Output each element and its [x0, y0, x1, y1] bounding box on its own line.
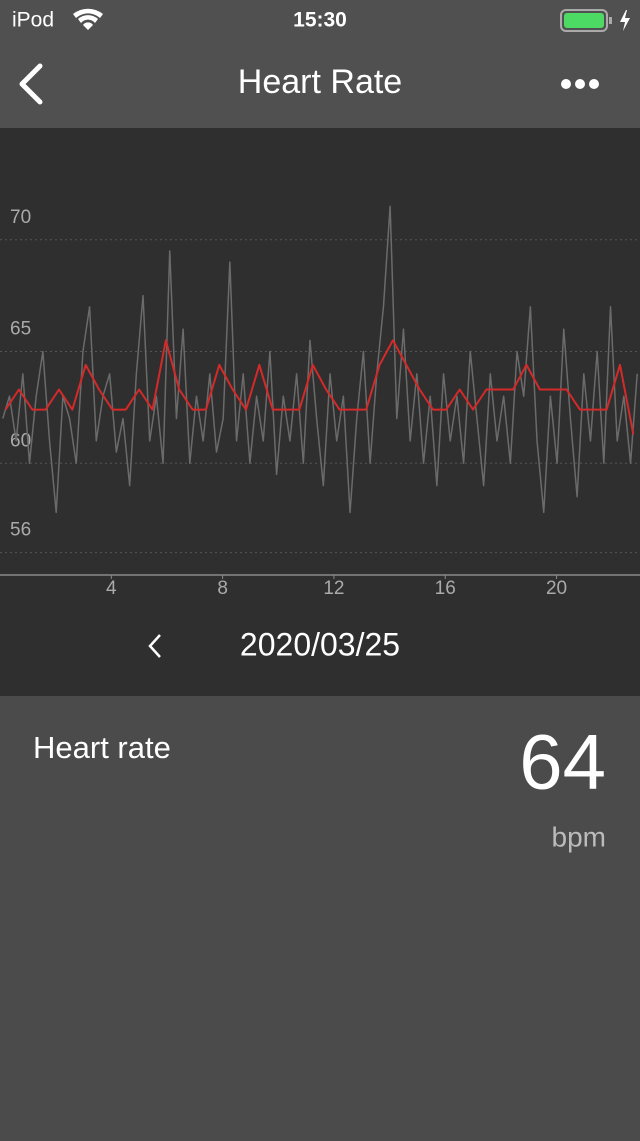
x-tick-label: 12: [323, 578, 344, 599]
reading-value: 64: [519, 718, 606, 806]
header-bg: [0, 0, 640, 128]
series-line: [2, 205, 638, 514]
battery-icon: [560, 9, 630, 32]
x-tick-label: 20: [546, 578, 567, 599]
x-tick-label: 4: [106, 578, 117, 599]
back-button[interactable]: [19, 63, 43, 105]
chart-bg: [0, 128, 640, 696]
x-tick-label: 16: [435, 578, 456, 599]
x-tick-label: 8: [217, 578, 228, 599]
reading-unit: bpm: [552, 821, 606, 852]
time: 15:30: [293, 9, 347, 32]
wifi-icon: [73, 8, 103, 30]
series-line: [4, 339, 635, 435]
card-bg: [0, 696, 640, 1136]
date: 2020/03/25: [240, 626, 400, 662]
y-tick-label: 65: [10, 319, 31, 340]
device: iPod: [12, 9, 54, 32]
y-tick-label: 70: [10, 207, 31, 228]
y-tick-label: 56: [10, 520, 31, 541]
reading-label: Heart rate: [33, 730, 171, 765]
prev-day-button[interactable]: [148, 634, 161, 658]
nav-title: Heart Rate: [238, 63, 402, 101]
more-button[interactable]: [561, 79, 599, 89]
